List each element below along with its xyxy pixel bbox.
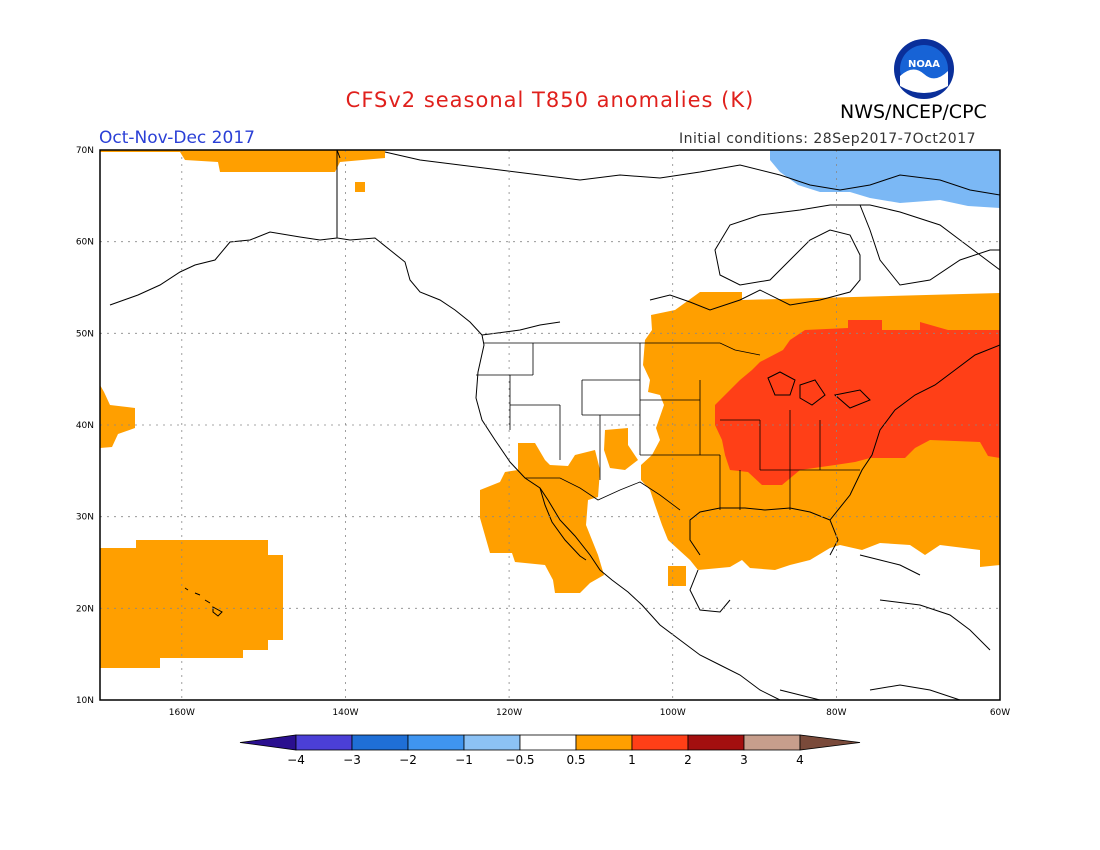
hawaii-islands bbox=[184, 587, 223, 617]
colorbar-tick-label: −3 bbox=[343, 753, 361, 767]
lon-tick-label: 120W bbox=[496, 708, 522, 718]
lat-tick-label: 50N bbox=[76, 329, 94, 339]
lat-tick-label: 60N bbox=[76, 238, 94, 248]
map-frame bbox=[99, 149, 1001, 701]
colorbar-labels: −4 −3 −2 −1 −0.5 0.5 1 2 3 4 bbox=[287, 753, 804, 767]
colorbar-box bbox=[519, 734, 577, 751]
border-canada-us bbox=[484, 342, 761, 356]
coastline-baja bbox=[539, 487, 587, 561]
colorbar-box bbox=[743, 734, 801, 751]
colorbar-box bbox=[631, 734, 689, 751]
lat-tick-label: 20N bbox=[76, 604, 94, 614]
coastline-east bbox=[829, 344, 1000, 521]
anomaly-region-arctic-north bbox=[100, 150, 385, 172]
state-borders bbox=[476, 343, 860, 510]
forecast-period: Oct-Nov-Dec 2017 bbox=[99, 128, 255, 148]
colorbar-tick-label: −2 bbox=[399, 753, 417, 767]
colorbar-box bbox=[463, 734, 521, 751]
great-lakes bbox=[767, 371, 871, 409]
coastline-alaska bbox=[109, 150, 483, 336]
anomaly-region-baja bbox=[480, 443, 604, 593]
anomaly-region-arctic-dot bbox=[355, 182, 365, 192]
lat-tick-label: 40N bbox=[76, 421, 94, 431]
map-title: CFSv2 seasonal T850 anomalies (K) bbox=[345, 88, 755, 112]
coastline-canada bbox=[481, 204, 1000, 336]
strong-anomaly-region-east bbox=[715, 320, 1000, 485]
anomaly-region-hawaii bbox=[100, 540, 283, 668]
initial-conditions: Initial conditions: 28Sep2017-7Oct2017 bbox=[679, 131, 977, 147]
lat-tick-label: 10N bbox=[76, 696, 94, 706]
lon-tick-label: 160W bbox=[169, 708, 195, 718]
latitude-labels: 10N 20N 30N 40N 50N 60N 70N bbox=[76, 146, 94, 706]
colorbar-box bbox=[575, 734, 633, 751]
colorbar-boxes bbox=[239, 734, 861, 751]
anomaly-region-pacific-west bbox=[100, 385, 135, 448]
colorbar-tick-label: 3 bbox=[740, 753, 748, 767]
colorbar-arrow-right bbox=[799, 734, 861, 751]
coastline-greenland bbox=[859, 204, 1000, 286]
lon-tick-label: 140W bbox=[332, 708, 358, 718]
noaa-logo: NOAA bbox=[894, 39, 954, 99]
lat-tick-label: 70N bbox=[76, 146, 94, 156]
gridlines bbox=[100, 150, 1000, 700]
colorbar-box bbox=[407, 734, 465, 751]
colorbar-box bbox=[351, 734, 409, 751]
lon-tick-label: 80W bbox=[826, 708, 846, 718]
anomaly-region-southwest-patch bbox=[604, 428, 638, 470]
noaa-logo-text: NOAA bbox=[908, 59, 940, 70]
lon-tick-label: 100W bbox=[660, 708, 686, 718]
colorbar-tick-label: −0.5 bbox=[505, 753, 534, 767]
colorbar-box bbox=[295, 734, 353, 751]
colorbar-tick-label: −4 bbox=[287, 753, 305, 767]
agency-label: NWS/NCEP/CPC bbox=[840, 101, 987, 123]
coastline-west bbox=[475, 334, 781, 700]
colorbar-tick-label: 2 bbox=[684, 753, 692, 767]
longitude-labels: 160W 140W 120W 100W 80W 60W bbox=[169, 708, 1010, 718]
lat-tick-label: 30N bbox=[76, 513, 94, 523]
colorbar-arrow-left bbox=[239, 734, 297, 751]
colorbar-tick-label: 1 bbox=[628, 753, 636, 767]
colorbar-tick-label: 4 bbox=[796, 753, 804, 767]
border-us-mexico bbox=[525, 477, 681, 511]
colorbar-tick-label: −1 bbox=[455, 753, 473, 767]
lon-tick-label: 60W bbox=[990, 708, 1010, 718]
coastline-arctic bbox=[384, 151, 1000, 196]
coastline-caribbean bbox=[779, 554, 991, 700]
colorbar-tick-label: 0.5 bbox=[566, 753, 585, 767]
colorbar-box bbox=[687, 734, 745, 751]
negative-anomaly-region-greenland bbox=[770, 150, 1000, 208]
